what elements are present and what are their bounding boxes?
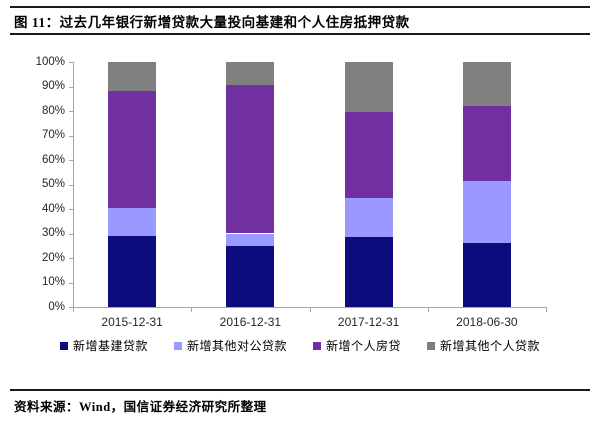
y-axis-tick bbox=[69, 184, 73, 186]
y-axis-tick bbox=[69, 62, 73, 63]
chart-legend: 新增基建贷款 新增其他对公贷款 新增个人房贷 新增其他个人贷款 bbox=[0, 337, 600, 354]
bar-segment-navy bbox=[226, 245, 275, 307]
y-axis-tick bbox=[69, 307, 73, 308]
bar-segment-gray bbox=[108, 62, 157, 92]
x-axis-category-label: 2015-12-31 bbox=[101, 315, 163, 329]
y-axis-tick-label: 40% bbox=[41, 202, 65, 215]
legend-item: 新增其他对公贷款 bbox=[173, 337, 287, 354]
x-axis-tick bbox=[73, 308, 74, 312]
y-axis-tick-label: 80% bbox=[41, 104, 65, 117]
x-axis-category-label: 2016-12-31 bbox=[219, 315, 282, 329]
bar-segment-navy bbox=[462, 243, 511, 307]
legend-item: 新增其他个人贷款 bbox=[427, 337, 540, 354]
bar-segment-periwinkle bbox=[226, 233, 275, 246]
bar-segment-purple bbox=[344, 112, 393, 198]
y-axis-tick-label: 0% bbox=[48, 300, 65, 313]
y-axis-tick bbox=[69, 160, 73, 161]
y-axis-tick bbox=[69, 135, 73, 137]
y-axis-tick-label: 100% bbox=[35, 55, 65, 68]
bar-segment-gray bbox=[462, 62, 511, 107]
y-axis-tick-label: 70% bbox=[41, 129, 65, 141]
bar-segment-purple bbox=[226, 85, 275, 234]
bar-segment-gray bbox=[344, 62, 393, 113]
x-axis-tick bbox=[191, 308, 193, 312]
y-axis-tick bbox=[69, 209, 73, 210]
source-note: 资料来源：Wind，国信证券经济研究所整理 bbox=[14, 400, 267, 414]
y-axis-tick bbox=[69, 282, 73, 284]
bar-segment-periwinkle bbox=[344, 197, 393, 238]
legend-label: 新增个人房贷 bbox=[326, 339, 402, 353]
x-axis-tick bbox=[427, 308, 429, 312]
x-axis-tick bbox=[309, 308, 311, 312]
source-rule bbox=[10, 389, 590, 391]
legend-swatch-icon bbox=[313, 341, 321, 350]
y-axis-tick bbox=[69, 86, 73, 88]
y-axis-line bbox=[73, 62, 74, 307]
y-axis-tick bbox=[69, 111, 73, 112]
legend-item: 新增个人房贷 bbox=[313, 337, 401, 354]
bar-segment-purple bbox=[462, 106, 511, 181]
top-rule bbox=[10, 6, 590, 8]
legend-label: 新增其他对公贷款 bbox=[186, 339, 287, 353]
legend-label: 新增基建贷款 bbox=[72, 339, 148, 353]
x-axis-tick bbox=[546, 308, 547, 312]
bar-segment-periwinkle bbox=[462, 180, 511, 244]
legend-swatch-icon bbox=[173, 341, 182, 350]
y-axis-tick bbox=[69, 258, 73, 259]
y-axis-tick bbox=[69, 233, 73, 235]
bar-segment-purple bbox=[108, 91, 157, 208]
bar-segment-navy bbox=[108, 235, 157, 307]
x-axis-category-label: 2018-06-30 bbox=[456, 315, 518, 329]
x-axis-category-label: 2017-12-31 bbox=[337, 315, 400, 329]
bar-segment-navy bbox=[344, 237, 393, 307]
bar-segment-gray bbox=[226, 62, 275, 86]
bar-segment-periwinkle bbox=[108, 207, 157, 236]
stacked-bar-chart: 0% 10% 20% 30% 40% 50% 60% 70% 80% 90% 100% 2015-12… bbox=[35, 55, 547, 329]
y-axis-tick-label: 60% bbox=[41, 153, 65, 166]
figure-title: 图 11：过去几年银行新增贷款大量投向基建和个人住房抵押贷款 bbox=[14, 15, 410, 30]
x-axis-line bbox=[73, 307, 547, 308]
legend-swatch-icon bbox=[59, 341, 68, 350]
y-axis-tick-label: 30% bbox=[41, 227, 65, 239]
legend-item: 新增基建贷款 bbox=[59, 337, 148, 354]
y-axis-tick-label: 90% bbox=[41, 80, 65, 92]
y-axis-tick-label: 20% bbox=[41, 251, 65, 264]
legend-swatch-icon bbox=[427, 341, 436, 350]
y-axis-tick-label: 50% bbox=[41, 178, 65, 190]
legend-label: 新增其他个人贷款 bbox=[440, 339, 541, 353]
y-axis-tick-label: 10% bbox=[41, 276, 65, 288]
title-underline-rule bbox=[10, 33, 590, 35]
